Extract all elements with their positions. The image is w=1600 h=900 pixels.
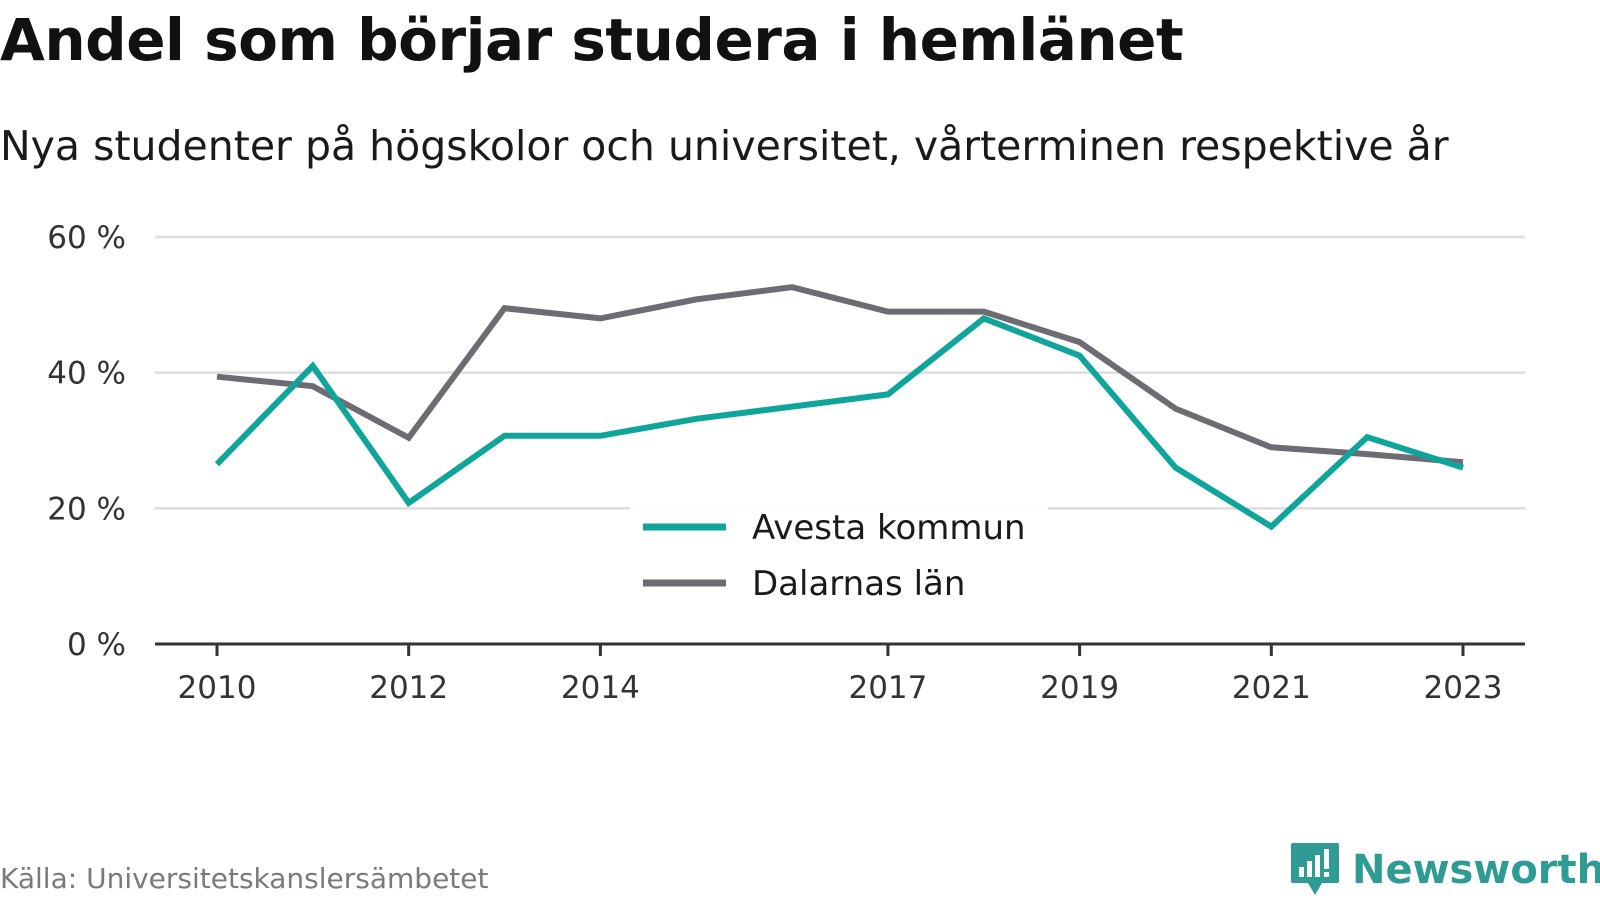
x-tick-label: 2017 <box>848 670 927 706</box>
brand-logo[interactable]: Newsworthy <box>1290 840 1600 900</box>
series-lines <box>214 284 1464 531</box>
y-tick-label: 60 % <box>47 220 126 256</box>
legend-label: Dalarnas län <box>752 564 965 604</box>
x-tick-label: 2012 <box>369 670 448 706</box>
x-tick-label: 2021 <box>1232 670 1311 706</box>
y-tick-label: 0 % <box>67 627 126 663</box>
gridlines <box>155 235 1525 510</box>
x-axis: 2010 2012 2014 2017 2019 2021 2023 <box>155 642 1525 706</box>
newsworthy-logo-icon <box>1291 843 1339 895</box>
y-tick-label: 20 % <box>47 491 126 527</box>
legend-background <box>630 500 1048 614</box>
source-note: Källa: Universitetskanslersämbetet <box>0 862 489 895</box>
series-line <box>214 314 1464 531</box>
x-tick-label: 2019 <box>1040 670 1119 706</box>
series-line <box>216 284 1464 466</box>
legend: Avesta kommun Dalarnas län <box>630 500 1048 614</box>
x-tick-label: 2010 <box>178 670 257 706</box>
x-tick-label: 2014 <box>561 670 640 706</box>
y-axis-ticks: 0 % 20 % 40 % 60 % <box>47 220 126 663</box>
chart-title: Andel som börjar studera i hemlänet <box>0 6 1184 74</box>
x-tick-label: 2023 <box>1424 670 1503 706</box>
chart-subtitle: Nya studenter på högskolor och universit… <box>0 122 1449 170</box>
brand-name: Newsworthy <box>1352 847 1600 893</box>
y-tick-label: 40 % <box>47 356 126 392</box>
legend-label: Avesta kommun <box>752 508 1026 548</box>
